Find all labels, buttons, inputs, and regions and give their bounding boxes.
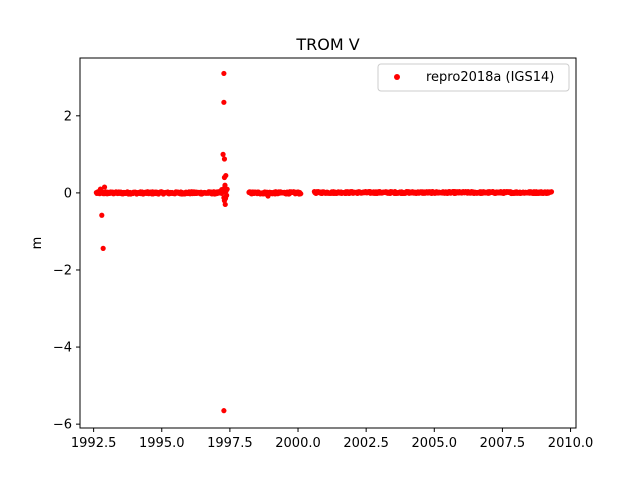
- legend-box: [377, 63, 570, 92]
- x-tick-label: 2005.0: [412, 436, 458, 451]
- data-point: [298, 191, 304, 197]
- legend: repro2018a (IGS14): [377, 63, 570, 92]
- y-tick-label: −4: [53, 341, 72, 356]
- data-point: [100, 245, 106, 251]
- y-tick-label: 0: [64, 186, 72, 201]
- y-tick-label: −2: [53, 263, 72, 278]
- x-tick-label: 2000.0: [275, 436, 321, 451]
- data-point: [221, 156, 228, 162]
- y-axis-label: m: [30, 237, 45, 250]
- data-point: [221, 174, 228, 181]
- plot-frame: [79, 57, 577, 429]
- data-point: [222, 182, 228, 188]
- x-axis: 1992.5 1995.0 1997.5 2000.0 2002.5 2005.0 2007…: [71, 428, 593, 451]
- data-point: [221, 99, 227, 105]
- x-tick-label: 1997.5: [207, 436, 253, 451]
- legend-marker: [394, 74, 400, 80]
- data-point: [101, 184, 108, 190]
- data-point: [221, 70, 227, 77]
- plot-points: [93, 70, 555, 414]
- y-tick-label: −6: [53, 418, 72, 433]
- data-point: [265, 193, 271, 199]
- y-axis: −6 −4 −2 0 2: [53, 109, 80, 433]
- data-point: [224, 192, 230, 198]
- data-point: [222, 201, 228, 208]
- legend-label: repro2018a (IGS14): [426, 70, 554, 85]
- data-point: [97, 186, 104, 192]
- data-point: [221, 198, 228, 204]
- data-point: [220, 151, 226, 157]
- x-tick-label: 1995.0: [139, 436, 185, 451]
- chart-title: TROM V: [295, 35, 359, 54]
- data-point: [221, 408, 227, 414]
- x-tick-label: 2007.5: [480, 436, 526, 451]
- x-tick-label: 1992.5: [71, 436, 117, 451]
- data-point: [224, 186, 230, 192]
- data-point: [99, 212, 105, 218]
- y-tick-label: 2: [64, 109, 72, 124]
- data-point: [548, 189, 555, 195]
- x-tick-label: 2010.0: [548, 436, 594, 451]
- x-tick-label: 2002.5: [343, 436, 389, 451]
